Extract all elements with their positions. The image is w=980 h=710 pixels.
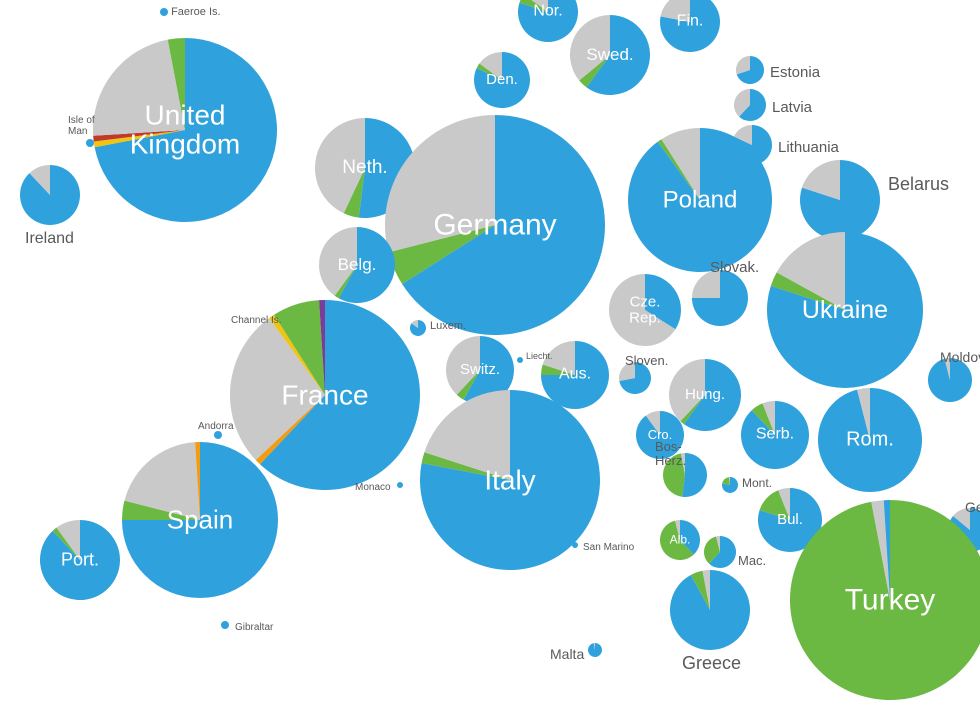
slice-slovakia-grey[interactable]: [692, 270, 720, 298]
pie-latvia[interactable]: [734, 89, 766, 121]
country-bos_herz: [663, 453, 707, 497]
country-sweden: Swed.: [570, 15, 650, 95]
country-norway: Nor.: [518, 0, 578, 42]
pie-portugal[interactable]: [40, 520, 120, 600]
label-estonia: Estonia: [770, 65, 820, 82]
country-finland: Fin.: [660, 0, 720, 52]
pie-albania[interactable]: [660, 520, 700, 560]
country-ukraine: Ukraine: [767, 232, 923, 388]
slice-bos_herz-blue[interactable]: [682, 453, 707, 497]
pie-sweden[interactable]: [570, 15, 650, 95]
pie-estonia[interactable]: [736, 56, 764, 84]
pie-san_marino[interactable]: [572, 542, 578, 548]
country-uk: United Kingdom: [93, 38, 277, 222]
pie-belgium[interactable]: [319, 227, 395, 303]
label-belarus: Belarus: [888, 175, 949, 195]
pie-serbia[interactable]: [741, 401, 809, 469]
pie-macedonia[interactable]: [704, 536, 736, 568]
pie-romania[interactable]: [818, 388, 922, 492]
pie-norway[interactable]: [518, 0, 578, 42]
country-san_marino: [572, 542, 578, 548]
country-turkey: Turkey: [790, 500, 980, 700]
country-serbia: Serb.: [741, 401, 809, 469]
country-estonia: [736, 56, 764, 84]
country-slovakia: [692, 270, 748, 326]
label-lithuania: Lithuania: [778, 140, 839, 157]
pie-ireland[interactable]: [20, 165, 80, 225]
country-monaco: [397, 482, 403, 488]
pie-andorra[interactable]: [214, 431, 222, 439]
country-malta: [588, 643, 602, 657]
country-poland: Poland: [628, 128, 772, 272]
country-macedonia: [704, 536, 736, 568]
pie-gibraltar[interactable]: [221, 621, 229, 629]
label-gibraltar: Gibraltar: [235, 622, 273, 633]
country-albania: Alb.: [660, 520, 700, 560]
country-croatia: Cro.: [636, 411, 684, 459]
country-belarus: [800, 160, 880, 240]
label-greece: Greece: [682, 654, 741, 674]
country-gibraltar: [221, 621, 229, 629]
slice-bos_herz-green[interactable]: [663, 453, 685, 496]
country-moldova: [928, 358, 972, 402]
pie-malta[interactable]: [588, 643, 602, 657]
legend-dot-icon: [160, 8, 168, 16]
label-malta: Malta: [550, 647, 584, 662]
country-greece: [670, 570, 750, 650]
label-latvia: Latvia: [772, 100, 812, 117]
pie-isle_of_man[interactable]: [86, 139, 94, 147]
legend-text: Faeroe Is.: [171, 6, 221, 18]
pie-greece[interactable]: [670, 570, 750, 650]
country-latvia: [734, 89, 766, 121]
legend-faeroe: Faeroe Is.: [160, 6, 221, 18]
country-slovenia: [619, 362, 651, 394]
pie-finland[interactable]: [660, 0, 720, 52]
pie-poland[interactable]: [628, 128, 772, 272]
country-montenegro: [722, 477, 738, 493]
pie-cze_rep[interactable]: [609, 274, 681, 346]
country-belgium: Belg.: [319, 227, 395, 303]
pie-monaco[interactable]: [397, 482, 403, 488]
country-andorra: [214, 431, 222, 439]
label-ireland: Ireland: [25, 230, 74, 248]
label-macedonia: Mac.: [738, 554, 766, 568]
pie-bos_herz[interactable]: [663, 453, 707, 497]
pie-uk[interactable]: [93, 38, 277, 222]
pie-spain[interactable]: [122, 442, 278, 598]
country-liecht: [517, 357, 523, 363]
pie-montenegro[interactable]: [722, 477, 738, 493]
slice-slovenia-grey[interactable]: [619, 362, 635, 381]
country-cze_rep: Cze. Rep.: [609, 274, 681, 346]
label-isle_of_man: Isle of Man: [68, 115, 95, 137]
pie-liecht[interactable]: [517, 357, 523, 363]
country-isle_of_man: [86, 139, 94, 147]
pie-belarus[interactable]: [800, 160, 880, 240]
chart-canvas: Faeroe Is. United Kingdom Nor.Swed.Fin. De…: [0, 0, 980, 710]
pie-ukraine[interactable]: [767, 232, 923, 388]
pie-slovenia[interactable]: [619, 362, 651, 394]
pie-turkey[interactable]: [790, 500, 980, 700]
country-portugal: Port.: [40, 520, 120, 600]
country-ireland: [20, 165, 80, 225]
pie-slovakia[interactable]: [692, 270, 748, 326]
country-denmark: Den.: [474, 52, 530, 108]
country-spain: Spain: [122, 442, 278, 598]
pie-moldova[interactable]: [928, 358, 972, 402]
country-romania: Rom.: [818, 388, 922, 492]
pie-croatia[interactable]: [636, 411, 684, 459]
pie-denmark[interactable]: [474, 52, 530, 108]
